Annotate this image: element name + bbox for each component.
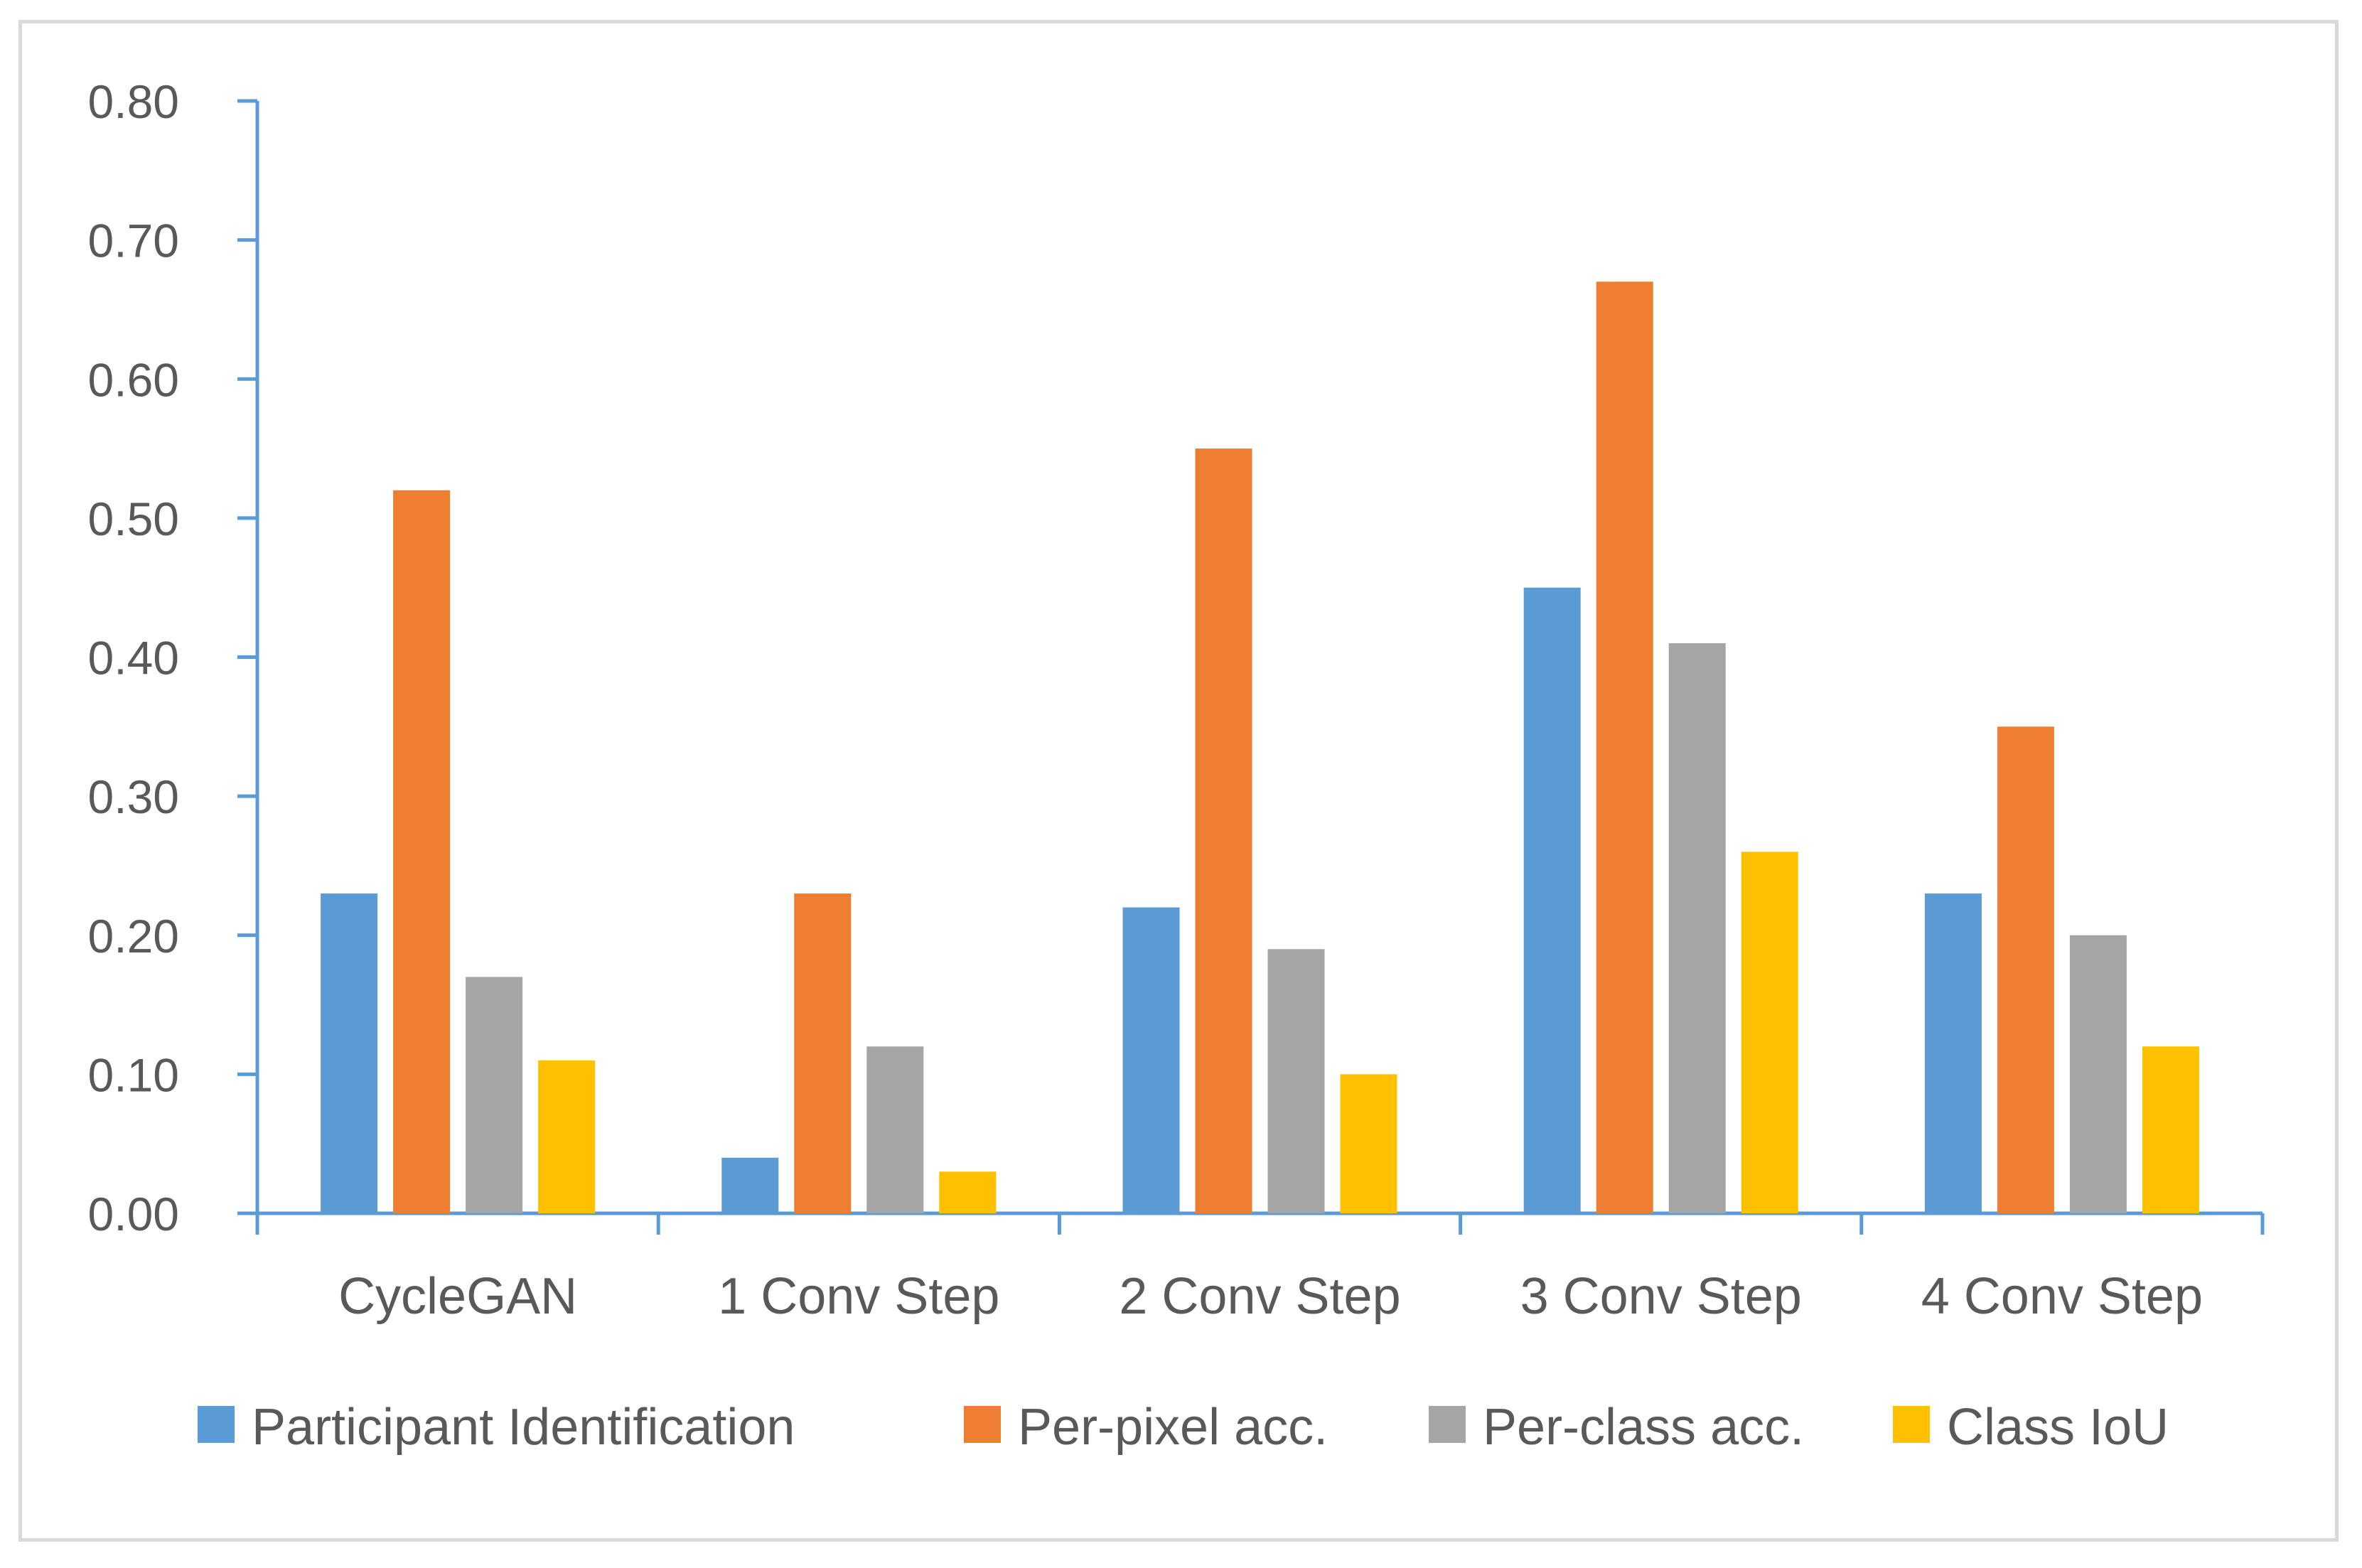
y-axis: 0.00 0.10 0.20 0.30 0.40 0.50 0.60 0.70 0.80 <box>88 75 259 1240</box>
bar <box>1668 643 1726 1213</box>
legend-item: Class IoU <box>1893 1399 2169 1456</box>
y-tick-label: 0.70 <box>88 215 179 267</box>
legend-item: Per-class acc. <box>1429 1399 1804 1456</box>
bar <box>721 1157 779 1213</box>
legend-label: Per-class acc. <box>1483 1399 1804 1456</box>
y-tick-label: 0.50 <box>88 493 179 545</box>
bar <box>1267 949 1325 1213</box>
bar <box>1596 281 1653 1213</box>
bar <box>1741 852 1798 1213</box>
legend-item: Per-pixel acc. <box>964 1399 1328 1456</box>
bar <box>466 977 523 1213</box>
category-label: 1 Conv Step <box>718 1268 999 1325</box>
bar <box>321 893 378 1213</box>
category-label: 2 Conv Step <box>1119 1268 1400 1325</box>
category-label: 3 Conv Step <box>1520 1268 1802 1325</box>
bar <box>794 893 852 1213</box>
legend-label: Class IoU <box>1947 1399 2169 1456</box>
legend-label: Participant Identification <box>252 1399 795 1456</box>
bar <box>866 1046 924 1213</box>
y-tick-label: 0.20 <box>88 910 179 962</box>
legend-item: Participant Identification <box>198 1399 795 1456</box>
bar <box>1195 449 1252 1213</box>
legend-swatch <box>964 1406 1001 1443</box>
bar <box>1924 893 1982 1213</box>
y-tick-label: 0.10 <box>88 1048 179 1101</box>
x-axis <box>255 1211 2265 1235</box>
bar <box>393 490 451 1213</box>
legend-label: Per-pixel acc. <box>1018 1399 1328 1456</box>
bar <box>1997 726 2054 1213</box>
y-tick-label: 0.00 <box>88 1188 179 1240</box>
bar <box>2069 935 2127 1213</box>
bar <box>1523 587 1581 1213</box>
bars <box>321 281 2199 1213</box>
category-label: CycleGAN <box>338 1268 577 1325</box>
bar <box>939 1171 997 1213</box>
bar <box>2142 1046 2199 1213</box>
y-tick-label: 0.40 <box>88 632 179 684</box>
legend: Participant Identification Per-pixel acc.… <box>198 1399 2169 1456</box>
legend-swatch <box>1429 1406 1466 1443</box>
y-tick-label: 0.60 <box>88 353 179 406</box>
y-tick-label: 0.80 <box>88 75 179 128</box>
category-labels: CycleGAN 1 Conv Step 2 Conv Step 3 Conv Ste… <box>338 1268 2203 1325</box>
bar <box>1340 1074 1397 1213</box>
category-label: 4 Conv Step <box>1921 1268 2203 1325</box>
bar <box>1122 907 1180 1213</box>
legend-swatch <box>1893 1406 1930 1443</box>
legend-swatch <box>198 1406 235 1443</box>
y-tick-label: 0.30 <box>88 770 179 823</box>
bar <box>538 1060 596 1213</box>
